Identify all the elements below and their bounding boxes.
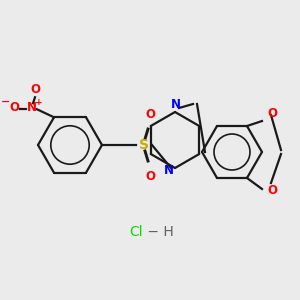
Text: +: + (35, 98, 43, 107)
Text: N: N (27, 101, 37, 114)
Text: O: O (145, 107, 155, 121)
Text: O: O (9, 101, 19, 114)
Text: N: N (164, 164, 174, 176)
Text: O: O (267, 184, 277, 197)
Text: − H: − H (143, 225, 174, 239)
Text: S: S (139, 138, 149, 152)
Text: O: O (145, 169, 155, 182)
Text: O: O (30, 83, 40, 96)
Text: Cl: Cl (129, 225, 143, 239)
Text: N: N (171, 98, 181, 110)
Text: O: O (267, 106, 277, 119)
Text: −: − (1, 97, 11, 107)
